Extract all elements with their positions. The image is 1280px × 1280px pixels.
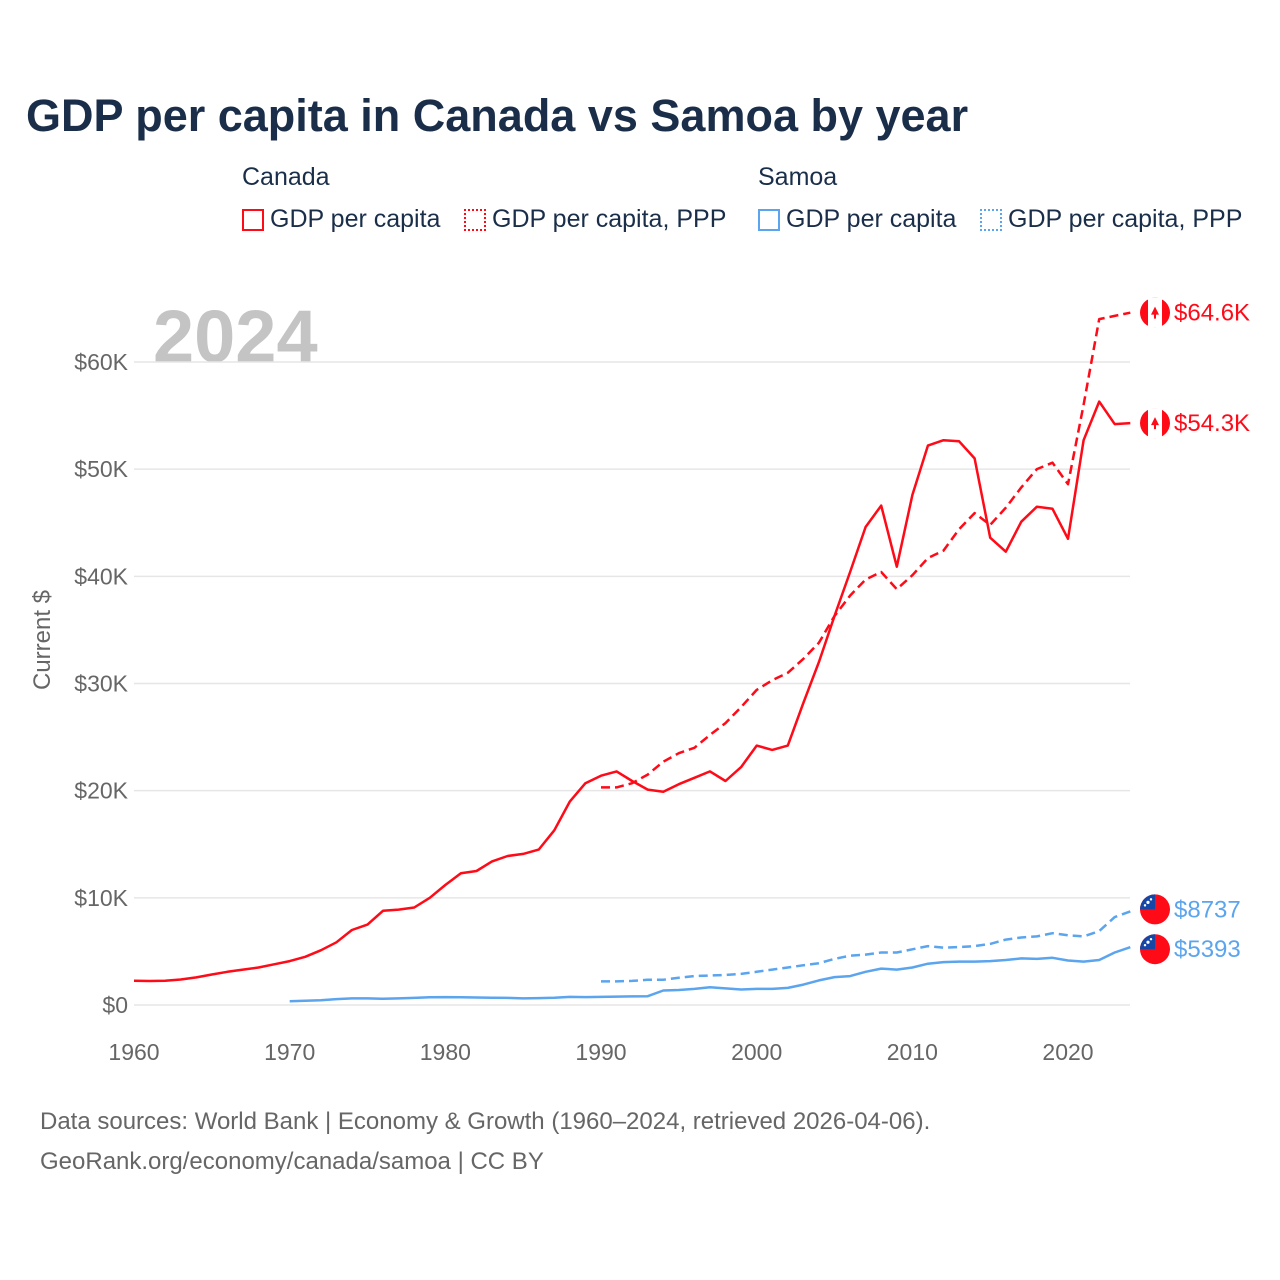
footer-link[interactable]: GeoRank.org/economy/canada/samoa | CC BY (40, 1148, 544, 1175)
y-tick-label: $20K (74, 778, 128, 804)
y-axis-label: Current $ (29, 590, 56, 690)
y-tick-label: $50K (74, 456, 128, 482)
x-tick-label: 1980 (420, 1039, 471, 1065)
x-tick-label: 2010 (887, 1039, 938, 1065)
x-tick-label: 1970 (264, 1039, 315, 1065)
series-line-canada-ppp (601, 311, 1131, 789)
x-tick-label: 2000 (731, 1039, 782, 1065)
x-tick-label: 1990 (575, 1039, 626, 1065)
chart-title: GDP per capita in Canada vs Samoa by yea… (26, 90, 969, 141)
star-icon (1146, 940, 1150, 944)
legend-canada-ppp[interactable]: GDP per capita, PPP (464, 205, 726, 234)
legend-group-samoa: Samoa (758, 163, 838, 191)
star-icon (1149, 898, 1153, 901)
y-tick-label: $0 (102, 992, 128, 1018)
y-tick-label: $10K (74, 885, 128, 911)
x-tick-label: 2020 (1042, 1039, 1093, 1065)
star-icon (1143, 904, 1147, 907)
end-value-label: $5393 (1174, 936, 1241, 963)
series-line-samoa-ppp (601, 910, 1131, 983)
footer-sources: Data sources: World Bank | Economy & Gro… (40, 1108, 931, 1135)
legend-label: GDP per capita, PPP (492, 205, 727, 233)
series-line-samoa-gdp (289, 946, 1131, 1003)
legend-canada-gdp[interactable]: GDP per capita (242, 205, 440, 234)
y-tick-label: $30K (74, 670, 128, 696)
legend-samoa-ppp[interactable]: GDP per capita, PPP (980, 205, 1242, 234)
legend-group-canada: Canada (242, 163, 330, 191)
end-value-label: $8737 (1174, 896, 1241, 923)
legend-label: GDP per capita, PPP (1008, 205, 1243, 233)
legend-swatch-dotted (464, 208, 486, 231)
series-line-canada-gdp (133, 400, 1131, 983)
maple-leaf-icon (1151, 417, 1159, 430)
end-value-label: $54.3K (1174, 410, 1250, 437)
legend-label: GDP per capita (270, 205, 441, 233)
legend-swatch-solid (242, 208, 264, 231)
star-icon (1149, 938, 1153, 941)
y-tick-label: $60K (74, 349, 128, 375)
legend-label: GDP per capita (786, 205, 957, 233)
star-icon (1146, 900, 1150, 904)
y-tick-label: $40K (74, 563, 128, 589)
maple-leaf-icon (1151, 306, 1159, 319)
legend-samoa-gdp[interactable]: GDP per capita (758, 205, 956, 234)
year-label: 2024 (153, 295, 318, 378)
end-value-label: $64.6K (1174, 300, 1250, 327)
legend-swatch-solid (758, 208, 780, 231)
legend-swatch-dotted (980, 208, 1002, 231)
star-icon (1143, 944, 1147, 947)
x-tick-label: 1960 (108, 1039, 159, 1065)
